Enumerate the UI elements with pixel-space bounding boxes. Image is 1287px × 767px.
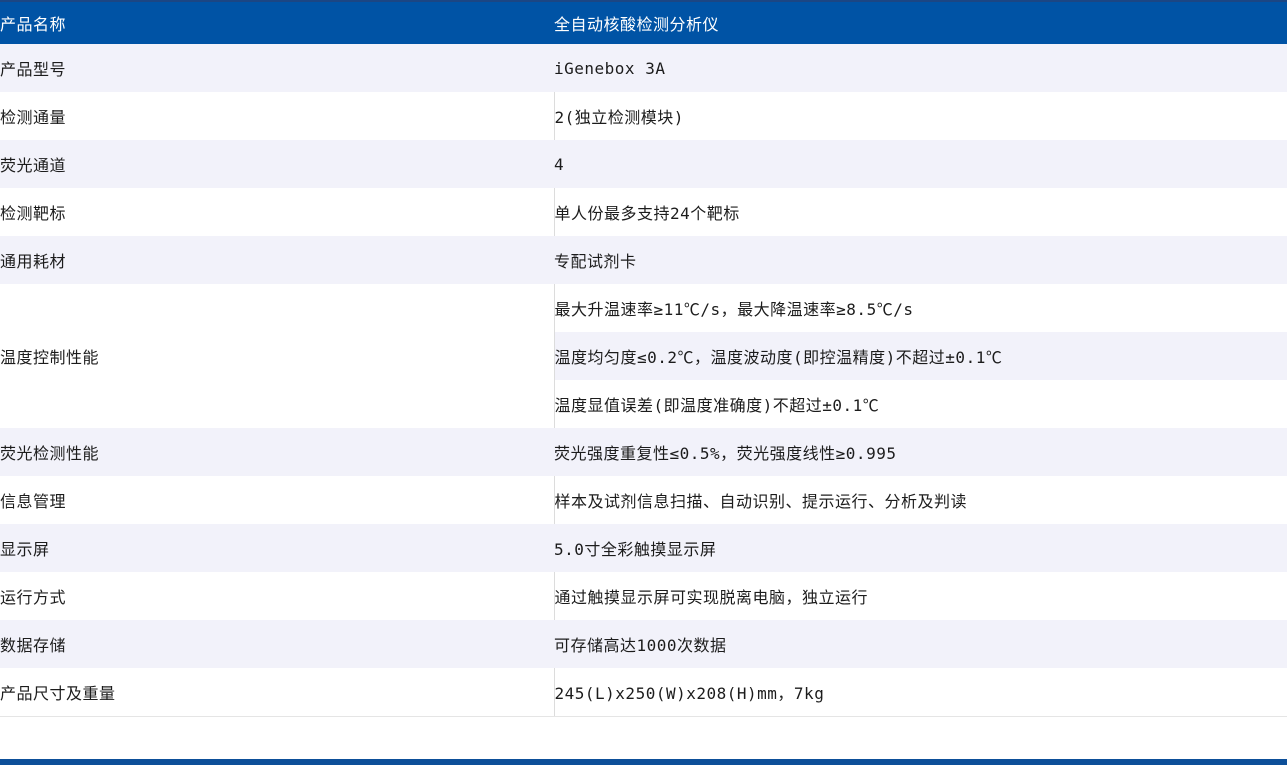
- spec-value-model: iGenebox 3A: [554, 44, 1287, 92]
- table-row: 数据存储 可存储高达1000次数据: [0, 620, 1287, 668]
- table-row: 通用耗材 专配试剂卡: [0, 236, 1287, 284]
- spec-value-targets: 单人份最多支持24个靶标: [554, 204, 740, 223]
- spec-label-temperature-control: 温度控制性能: [0, 284, 555, 428]
- table-row: 温度均匀度≤0.2℃，温度波动度(即控温精度)不超过±0.1℃: [0, 332, 1287, 380]
- spec-label-channels: 荧光通道: [0, 140, 554, 188]
- spec-label-operation-mode: 运行方式: [0, 572, 555, 620]
- table-row: 信息管理 样本及试剂信息扫描、自动识别、提示运行、分析及判读: [0, 476, 1287, 524]
- table-row: 荧光检测性能 荧光强度重复性≤0.5%，荧光强度线性≥0.995: [0, 428, 1287, 476]
- spec-value-channels: 4: [554, 140, 1287, 188]
- spec-value-info-management: 样本及试剂信息扫描、自动识别、提示运行、分析及判读: [554, 492, 968, 511]
- spec-label-data-storage: 数据存储: [0, 620, 554, 668]
- spec-label-model: 产品型号: [0, 44, 554, 92]
- spec-value-dimensions-weight: 245(L)x250(W)x208(H)mm，7kg: [554, 668, 1287, 717]
- table-row: 产品型号 iGenebox 3A: [0, 44, 1287, 92]
- spec-label-fluorescence: 荧光检测性能: [0, 428, 554, 476]
- table-row: 温度显值误差(即温度准确度)不超过±0.1℃: [0, 380, 1287, 428]
- table-row: 显示屏 5.0寸全彩触摸显示屏: [0, 524, 1287, 572]
- table-row: 温度控制性能 最大升温速率≥11℃/s，最大降温速率≥8.5℃/s: [0, 284, 1287, 428]
- spec-label-display: 显示屏: [0, 524, 554, 572]
- spec-label-dimensions-weight: 产品尺寸及重量: [0, 668, 555, 717]
- spec-value-fluorescence: 荧光强度重复性≤0.5%，荧光强度线性≥0.995: [554, 428, 1287, 476]
- table-row: 荧光通道 4: [0, 140, 1287, 188]
- product-spec-table: 产品名称 全自动核酸检测分析仪 产品型号 iGenebox 3A 检测通量 2(…: [0, 0, 1287, 717]
- bottom-accent-bar: [0, 759, 1287, 765]
- spec-value-consumables: 专配试剂卡: [554, 236, 1287, 284]
- table-row: 产品尺寸及重量 245(L)x250(W)x208(H)mm，7kg: [0, 668, 1287, 717]
- spec-value-operation-mode: 通过触摸显示屏可实现脱离电脑，独立运行: [554, 588, 869, 607]
- spec-value-throughput: 2(独立检测模块): [554, 108, 684, 127]
- spec-value-product-name: 全自动核酸检测分析仪: [554, 1, 1287, 44]
- table-header-row: 产品名称 全自动核酸检测分析仪: [0, 1, 1287, 44]
- spec-label-info-management: 信息管理: [0, 476, 555, 524]
- table-row: 检测通量 2(独立检测模块): [0, 92, 1287, 140]
- spec-label-throughput: 检测通量: [0, 92, 555, 140]
- spec-label-consumables: 通用耗材: [0, 236, 554, 284]
- spec-value-temp-accuracy: 温度显值误差(即温度准确度)不超过±0.1℃: [554, 396, 880, 415]
- spec-value-temp-uniformity: 温度均匀度≤0.2℃，温度波动度(即控温精度)不超过±0.1℃: [554, 332, 1287, 380]
- spec-label-targets: 检测靶标: [0, 188, 555, 236]
- spec-value-data-storage: 可存储高达1000次数据: [554, 620, 1287, 668]
- spec-value-temp-ramp-rate: 最大升温速率≥11℃/s，最大降温速率≥8.5℃/s: [554, 300, 914, 319]
- table-row: 运行方式 通过触摸显示屏可实现脱离电脑，独立运行: [0, 572, 1287, 620]
- table-row: 检测靶标 单人份最多支持24个靶标: [0, 188, 1287, 236]
- spec-value-display: 5.0寸全彩触摸显示屏: [554, 524, 1287, 572]
- spec-label-product-name: 产品名称: [0, 1, 554, 44]
